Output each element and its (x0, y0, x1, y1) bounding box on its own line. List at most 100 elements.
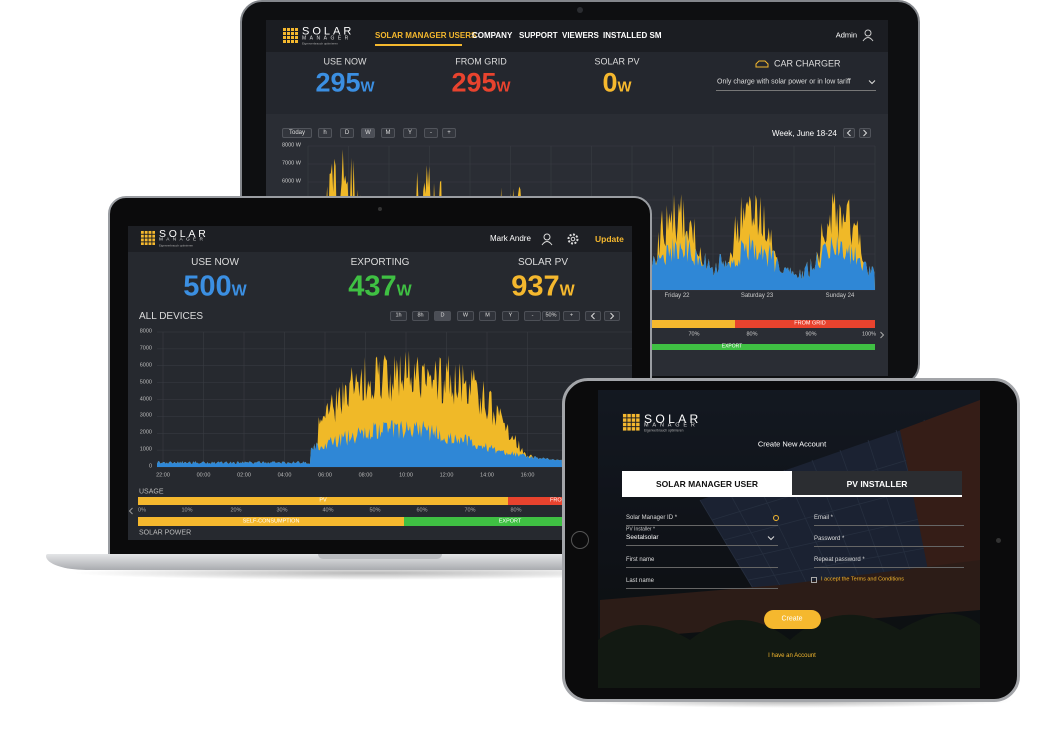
stat-label: SOLAR PV (594, 56, 640, 67)
nav-item[interactable]: COMPANY (472, 31, 513, 40)
range-button[interactable] (524, 311, 541, 321)
field-underline (814, 546, 964, 547)
range-button[interactable] (424, 128, 438, 138)
field-label[interactable]: Repeat password * (814, 557, 865, 563)
range-button-label[interactable]: 8h (417, 312, 424, 319)
range-button[interactable] (563, 311, 580, 321)
tab-active[interactable] (622, 471, 792, 497)
range-button-label[interactable]: Today (288, 130, 306, 136)
field-label[interactable]: Password * (814, 536, 845, 542)
car-charger-select[interactable]: Only charge with solar power or in low t… (717, 78, 851, 86)
tab-label[interactable]: PV INSTALLER (846, 478, 908, 489)
field-label[interactable]: Solar Manager ID * (626, 515, 678, 521)
bar-label: PV (319, 497, 327, 504)
range-button-label[interactable]: Y (407, 130, 413, 136)
logo-subtitle: MANAGER (159, 238, 207, 244)
gear-icon (567, 233, 579, 245)
range-button-label[interactable]: + (447, 130, 451, 136)
user-name: Mark Andre (490, 234, 531, 243)
nav-arrow-button[interactable] (585, 311, 601, 321)
y-tick-label: 8000 W (282, 142, 301, 149)
percent-label: 50% (369, 507, 381, 514)
nav-underline (375, 44, 462, 46)
range-button-label[interactable]: Y (508, 312, 513, 319)
range-button[interactable] (340, 128, 354, 138)
nav-arrow-button[interactable] (859, 128, 871, 138)
range-button-label[interactable]: W (365, 130, 371, 136)
range-button[interactable] (434, 311, 451, 321)
field-label[interactable]: First name (626, 557, 655, 563)
range-button[interactable] (479, 311, 496, 321)
login-link[interactable]: I have an Account (768, 653, 816, 659)
tab-label[interactable]: SOLAR MANAGER USER (655, 478, 759, 489)
range-button-label[interactable]: - (430, 130, 432, 136)
range-button-label[interactable]: M (385, 130, 391, 136)
nav-item[interactable]: VIEWERS (562, 31, 599, 40)
overlay (598, 390, 980, 688)
range-button[interactable] (318, 128, 332, 138)
range-button-label[interactable]: W (462, 312, 469, 319)
stat-label: FROM GRID (455, 56, 507, 67)
create-button[interactable] (764, 610, 821, 629)
nav-item[interactable]: INSTALLED SM (603, 31, 662, 40)
chart-canvas (590, 312, 595, 320)
x-tick-label: 08:00 (358, 472, 373, 479)
field-label[interactable]: Email * (814, 515, 834, 521)
range-button[interactable] (403, 128, 417, 138)
range-button-label[interactable]: h (323, 130, 327, 136)
nav-arrow-button[interactable] (843, 128, 855, 138)
terms-link[interactable]: I accept the Terms and Conditions (821, 576, 905, 583)
range-button-label[interactable]: + (569, 312, 574, 319)
range-button[interactable] (361, 128, 375, 138)
x-tick-label: 06:00 (318, 472, 332, 479)
chevron-icon (880, 331, 885, 339)
chart-title: ALL DEVICES (139, 311, 204, 322)
y-tick-label: 3000 (139, 412, 152, 419)
select-value[interactable]: Seetalsolar (626, 533, 659, 541)
x-tick-label: 16:00 (520, 472, 535, 479)
field-underline (814, 567, 964, 568)
range-button[interactable] (457, 311, 474, 321)
button-label[interactable]: Create (781, 615, 803, 623)
home-button[interactable] (571, 531, 589, 549)
range-button-label[interactable]: 1h (395, 312, 402, 319)
update-link[interactable]: Update (595, 233, 624, 244)
panel-line (867, 439, 911, 571)
range-button-label[interactable]: - (531, 312, 534, 319)
bar-label: FRO (550, 497, 562, 504)
logo-tagline: Eigenverbrauch optimieren (159, 243, 193, 248)
stat-unit: W (617, 79, 632, 96)
range-button-label[interactable]: D (344, 130, 350, 136)
range-button[interactable] (390, 311, 407, 321)
checkbox[interactable] (811, 577, 817, 583)
x-label: Saturday 23 (740, 293, 774, 299)
field-label[interactable]: Last name (626, 578, 655, 584)
chevron-icon (590, 312, 595, 320)
tab-inactive[interactable] (792, 471, 962, 497)
panel-line (755, 479, 811, 591)
chevron-icon (610, 312, 615, 320)
range-button-label[interactable]: M (485, 312, 490, 319)
range-button[interactable] (412, 311, 429, 321)
stat-value: 295 (451, 67, 497, 98)
y-tick-label: 6000 (139, 362, 152, 368)
range-button[interactable] (442, 128, 456, 138)
range-button[interactable] (282, 128, 312, 138)
stat-label: SOLAR PV (517, 257, 569, 268)
user-name: Admin (835, 30, 857, 40)
range-button[interactable] (502, 311, 519, 321)
nav-item[interactable]: SOLAR MANAGER USERS (375, 31, 477, 40)
stat-value: 295W (451, 67, 510, 98)
percent-label: 40% (322, 507, 334, 514)
nav-item[interactable]: SUPPORT (519, 31, 558, 40)
range-button-label[interactable]: D (440, 312, 445, 319)
bar-label: EXPORT (721, 343, 743, 350)
range-button[interactable] (381, 128, 395, 138)
chart-canvas (863, 129, 868, 137)
section-label: SOLAR POWER (139, 529, 192, 537)
range-button-label[interactable]: 50% (545, 312, 557, 319)
percent-label: 30% (276, 507, 288, 514)
range-button[interactable] (542, 311, 560, 321)
nav-arrow-button[interactable] (604, 311, 620, 321)
